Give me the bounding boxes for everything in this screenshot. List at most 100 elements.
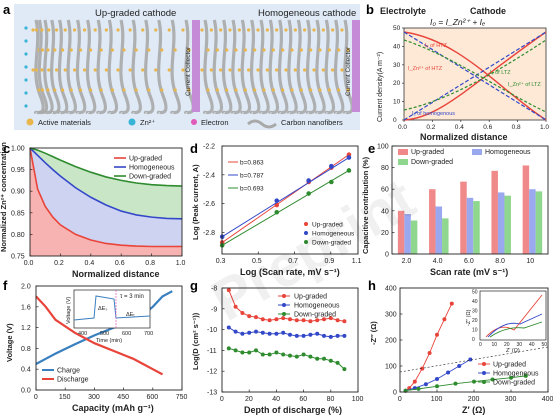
legend-zn: Zn²⁺ — [140, 118, 155, 127]
legend-label: Up-graded — [312, 222, 343, 229]
bar — [497, 192, 505, 254]
data-point — [274, 209, 280, 215]
y-tick-label: 0 — [393, 390, 397, 397]
y-tick-label: 2.0 — [21, 284, 31, 291]
y-axis-label: Log(D (cm² s⁻¹)) — [191, 312, 200, 370]
area-fill-homogeneous — [30, 148, 182, 247]
panel-label-e: e — [368, 141, 375, 156]
plot-frame — [221, 287, 359, 393]
active-material-particle — [290, 88, 294, 92]
carbon-nanofiber-icon — [247, 119, 277, 129]
legend-swatch — [472, 149, 482, 155]
x-tick-label: 100 — [431, 396, 443, 403]
data-point — [267, 318, 272, 323]
x-tick-label: 1.0 — [176, 260, 186, 267]
legend-marker — [304, 222, 308, 226]
x-tick-label: 200 — [468, 396, 480, 403]
x-tick-label: 0.8 — [512, 124, 521, 131]
x-tick-label: 0.3 — [216, 258, 226, 265]
y-tick-label: 20 — [381, 230, 389, 237]
active-material-particle — [60, 48, 65, 52]
data-point — [301, 333, 306, 338]
electron-icon — [191, 119, 197, 125]
b-value-label: b=0.787 — [240, 173, 264, 180]
data-point — [442, 317, 447, 322]
y-tick-label: -2.4 — [203, 172, 215, 179]
data-point — [328, 334, 333, 339]
active-material-particle — [293, 68, 297, 72]
active-material-particle — [265, 28, 269, 32]
data-point — [294, 318, 299, 323]
active-material-particle — [327, 88, 331, 92]
y-axis-label: Normalized Zn²⁺ concentration — [0, 142, 8, 252]
y-tick-label: -10 — [207, 327, 217, 334]
panel-a-title-right: Homogeneous cathode — [258, 8, 356, 19]
active-material-particle — [141, 68, 145, 72]
panel-b-xlabel: Normalized distance — [420, 132, 508, 142]
legend-label: Homogeneous — [493, 371, 539, 378]
data-point — [240, 350, 245, 355]
panel-a-title-left: Up-graded cathode — [95, 8, 176, 19]
active-material-particle — [187, 48, 191, 52]
x-tick-label: 0.6 — [483, 124, 492, 131]
inset-y-axis-label: Voltage (V) — [66, 297, 72, 324]
carbon-nanofiber — [249, 19, 261, 115]
x-tick-label: 0 — [398, 396, 402, 403]
y-tick-label: 0.95 — [11, 167, 25, 174]
x-tick-label: 0.0 — [398, 124, 407, 131]
active-material-particle — [160, 48, 164, 52]
legend-marker — [482, 371, 486, 375]
data-point — [288, 332, 292, 337]
data-point — [435, 332, 439, 337]
zn-ion-particle — [24, 52, 28, 56]
panel-d-chart: 0.3 0.5 0.7 0.9 1.1 -2.8 -2.6 -2.4 -2.2 Log (Scan… — [191, 144, 362, 278]
panel-b-label-izn-htz: I_Zn²⁺ of HTZ — [408, 65, 443, 72]
active-material-particle — [271, 48, 275, 52]
data-point — [226, 346, 231, 351]
data-point — [435, 384, 439, 389]
data-point — [346, 168, 352, 173]
inset-annotation-es: ΔEₛ — [98, 306, 107, 312]
y-tick-label: 1.6 — [21, 304, 31, 311]
bar — [435, 206, 443, 254]
active-material-particle — [293, 28, 297, 32]
inset-x-tick-label: 50 — [542, 342, 548, 348]
active-material-particle — [253, 88, 257, 92]
active-material-particle — [147, 88, 151, 92]
data-point — [294, 354, 299, 359]
carbon-nanofiber — [75, 19, 87, 115]
inset-x-tick-label: 0 — [479, 342, 482, 348]
current-collector-label-right: Current Collector — [345, 46, 352, 96]
y-tick-label: 40 — [381, 208, 389, 215]
legend-label: Down-graded — [294, 312, 336, 319]
active-material-particle — [209, 68, 213, 72]
panel-b-label-ie-homog: Iₑ of homogenous — [412, 111, 455, 117]
x-tick-label: 2.0 — [402, 258, 412, 265]
y-axis-label: Capacitive contribution (%) — [361, 156, 370, 254]
legend-electron: Electron — [201, 118, 229, 127]
panel-f-chart: 0 150 300 450 600 750 0.0 0.4 0.8 1.2 1.6 2.0 Capaci… — [5, 284, 187, 414]
active-material-particle — [40, 88, 44, 92]
active-material-particle — [200, 68, 204, 72]
x-tick-label: 60 — [299, 396, 307, 403]
carbon-nanofiber — [85, 19, 97, 115]
legend-label: Up-graded — [129, 156, 162, 163]
current-collector-left — [192, 20, 200, 112]
x-tick-label: 0.8 — [145, 260, 155, 267]
active-material-particle — [134, 88, 138, 92]
series-line-discharge — [35, 295, 164, 376]
panel-b-curve-red-down — [403, 31, 547, 121]
panel-c-chart: 0.0 0.2 0.4 0.6 0.8 1.0 0.75 0.80 0.85 0.90 0.95 1.… — [0, 142, 186, 279]
active-material-particle — [228, 28, 232, 32]
active-material-particle — [122, 88, 126, 92]
x-tick-label: 100 — [352, 396, 364, 403]
legend-label: Homogeneous — [312, 231, 355, 238]
data-point — [267, 331, 272, 336]
active-material-particle — [284, 68, 288, 72]
panel-label-b: b — [366, 2, 374, 17]
bar — [529, 189, 536, 254]
data-point — [233, 329, 238, 334]
inset-x-axis-label: Z′ (Ω) — [506, 348, 520, 354]
y-tick-label: 100 — [377, 144, 389, 151]
legend-marker — [282, 303, 286, 307]
